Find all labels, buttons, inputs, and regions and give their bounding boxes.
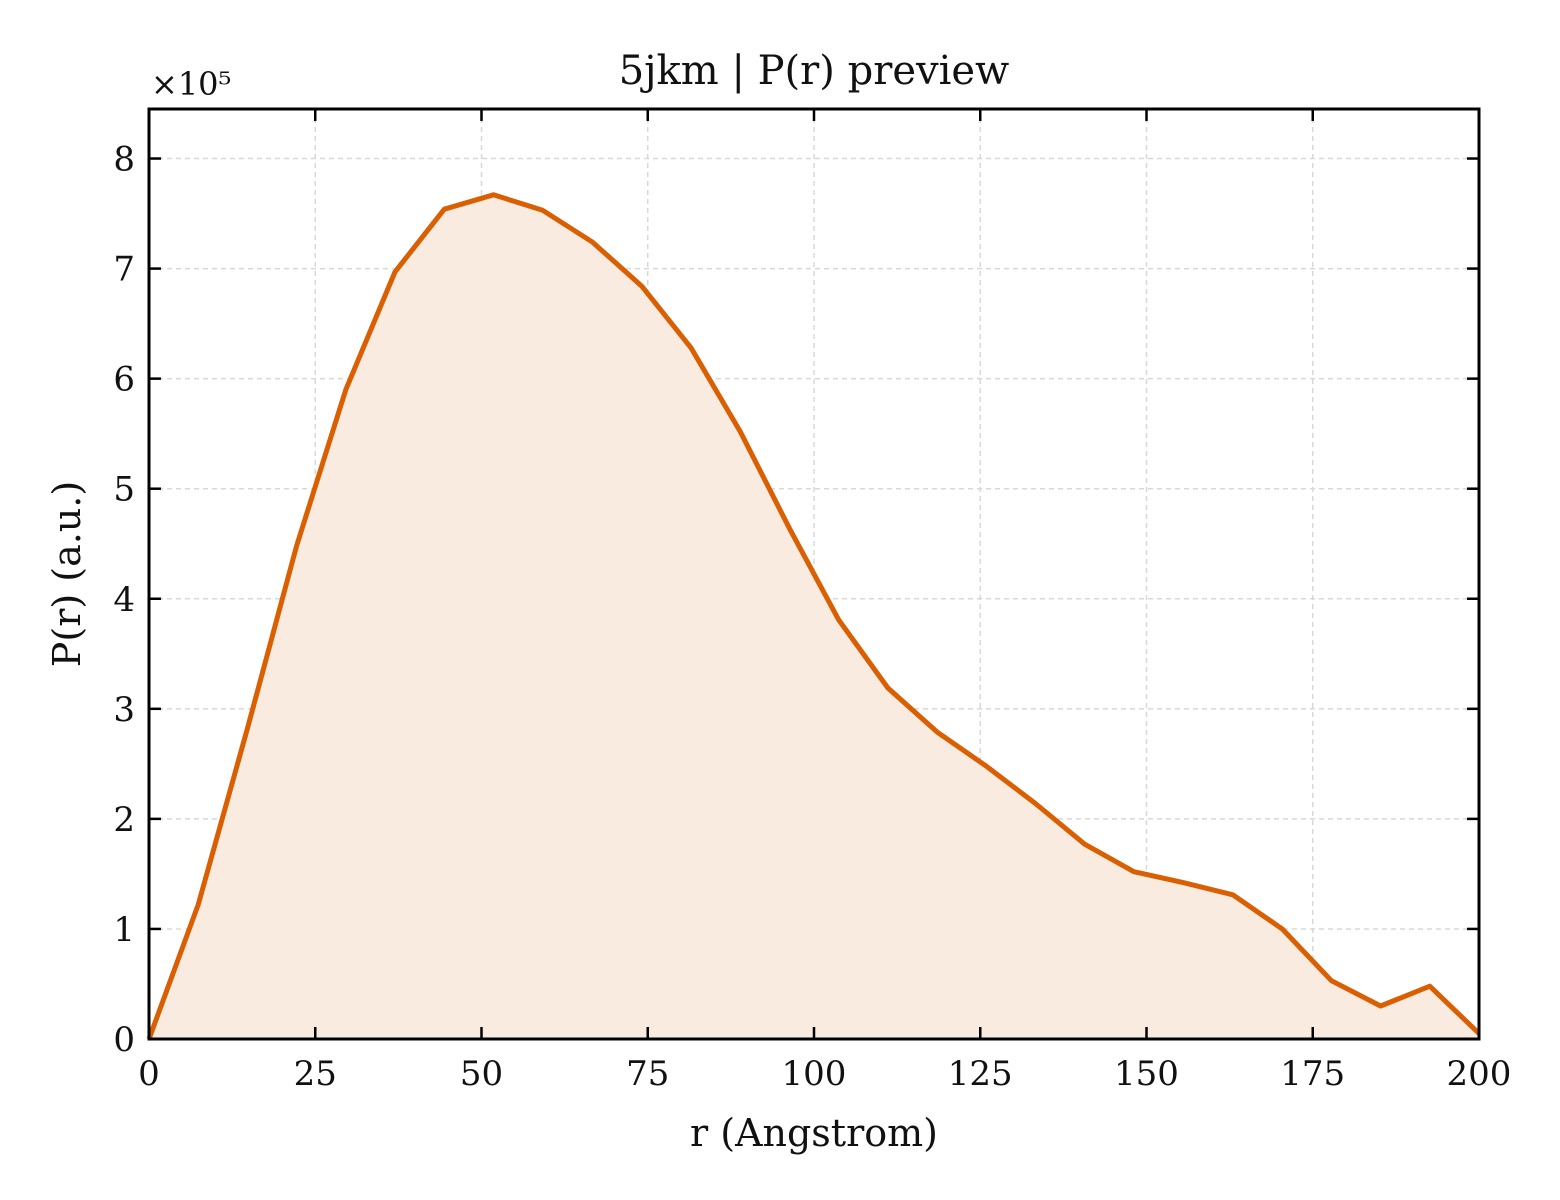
y-tick-label: 5 (113, 470, 135, 510)
x-tick-label: 125 (948, 1054, 1013, 1094)
x-tick-label: 150 (1114, 1054, 1179, 1094)
y-tick-label: 0 (113, 1020, 135, 1060)
axis-ticks: 0 25 50 75 100 125 150 175 200 0 1 2 3 4 5 6 7 8 (113, 109, 1511, 1094)
y-tick-label: 6 (113, 360, 135, 400)
y-tick-label: 2 (113, 800, 135, 840)
y-tick-label: 4 (113, 580, 135, 620)
y-axis-label: P(r) (a.u.) (45, 481, 89, 667)
y-tick-label: 3 (113, 690, 135, 730)
y-tick-label: 8 (113, 140, 135, 180)
chart-title: 5jkm | P(r) preview (619, 48, 1010, 94)
x-tick-label: 25 (294, 1054, 337, 1094)
x-tick-label: 50 (460, 1054, 503, 1094)
y-tick-label: 7 (113, 250, 135, 290)
x-tick-label: 200 (1447, 1054, 1512, 1094)
x-axis-label: r (Angstrom) (690, 1111, 938, 1155)
x-tick-label: 175 (1280, 1054, 1345, 1094)
x-tick-label: 0 (138, 1054, 160, 1094)
x-tick-label: 100 (782, 1054, 847, 1094)
y-axis-multiplier: ×10⁵ (151, 65, 231, 103)
x-tick-label: 75 (626, 1054, 669, 1094)
pr-series-line (146, 192, 1481, 1040)
pr-area-fill (149, 194, 1479, 1040)
y-tick-label: 1 (113, 910, 135, 950)
